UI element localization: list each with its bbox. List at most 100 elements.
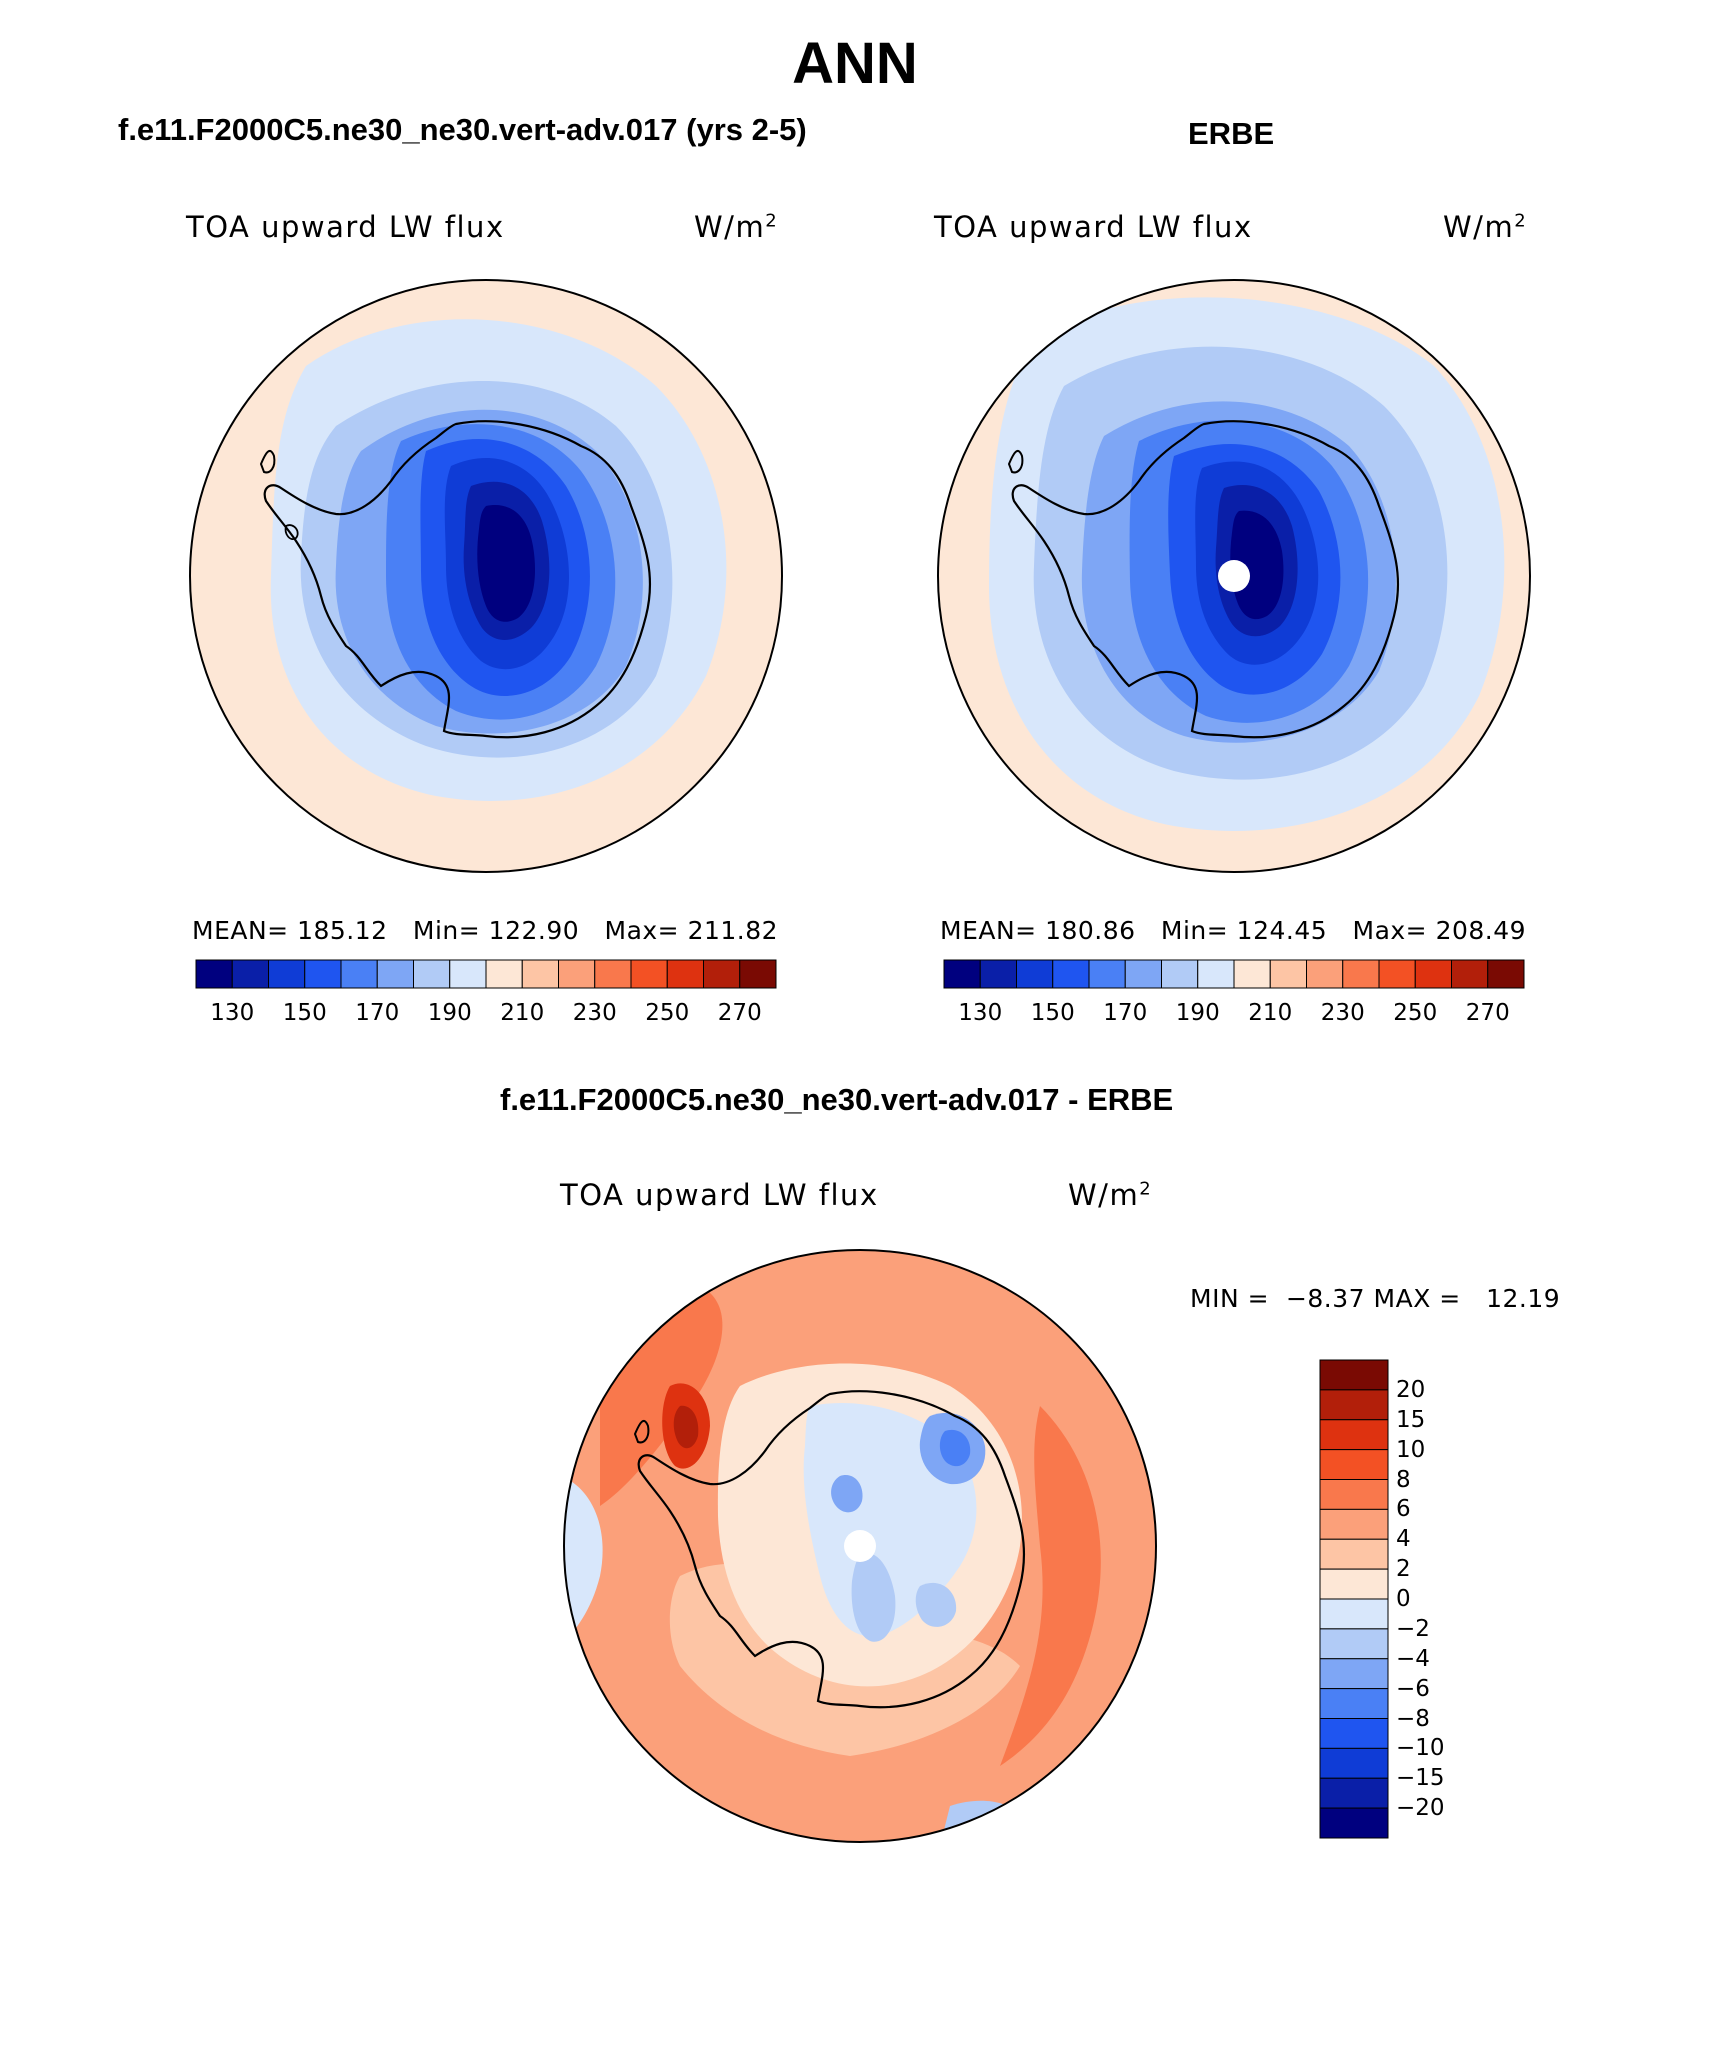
colorbar-swatch [943,959,981,989]
colorbar-tick-label: −6 [1396,1675,1430,1702]
model-polar-map [189,279,783,873]
difference-min-max: MIN = −8.37 MAX = 12.19 [1190,1284,1561,1313]
colorbar-tick-label: −15 [1396,1765,1445,1792]
colorbar-swatch [703,959,741,989]
model-units-label: W/m2 [694,210,779,244]
colorbar-swatch [1378,959,1416,989]
colorbar-tick-label: 150 [1030,1000,1075,1026]
pole-missing-data [844,1530,876,1562]
colorbar-tick-label: 2 [1396,1556,1411,1583]
obs-colorbar-ticks: 130 150 170 190 210 230 250 270 [942,1000,1526,1030]
colorbar-swatch [1414,959,1452,989]
colorbar-swatch [1319,1777,1389,1809]
colorbar-swatch [1319,1449,1389,1480]
colorbar-tick-label: −20 [1396,1795,1445,1822]
model-stats: MEAN= 185.12 Min= 122.90 Max= 211.82 [192,916,779,945]
colorbar-tick-label: 210 [1248,1000,1293,1026]
colorbar-swatch [1319,1419,1389,1451]
colorbar-tick-label: 230 [572,1000,617,1026]
obs-panel-title: ERBE [1188,116,1275,151]
colorbar-tick-label: 270 [1465,1000,1510,1026]
obs-polar-map [937,279,1531,873]
colorbar-swatch [1319,1688,1389,1719]
colorbar-swatch [521,959,559,989]
colorbar-tick-label: 230 [1320,1000,1365,1026]
colorbar-tick-label: 150 [282,1000,327,1026]
colorbar-swatch [979,959,1017,989]
colorbar-tick-label: 190 [427,1000,472,1026]
colorbar-swatch [666,959,704,989]
colorbar-swatch [1451,959,1489,989]
colorbar-swatch [1306,959,1344,989]
colorbar-swatch [485,959,523,989]
colorbar-tick-label: 20 [1396,1376,1426,1403]
colorbar-swatch [1052,959,1090,989]
colorbar-swatch [1269,959,1307,989]
colorbar-tick-label: −8 [1396,1705,1430,1732]
colorbar-tick-label: 170 [355,1000,400,1026]
colorbar-swatch [231,959,269,989]
colorbar-swatch [449,959,487,989]
peninsula-islands [259,449,276,474]
colorbar-swatch [304,959,342,989]
colorbar-swatch [1124,959,1162,989]
colorbar-swatch [1319,1718,1389,1749]
colorbar-tick-label: −2 [1396,1615,1430,1642]
difference-polar-map [563,1249,1157,1843]
colorbar-tick-label: −4 [1396,1645,1430,1672]
map-boundary [937,279,1531,873]
colorbar-swatch [1319,1508,1389,1540]
model-colorbar-ticks: 130 150 170 190 210 230 250 270 [194,1000,778,1030]
colorbar-swatch [1197,959,1235,989]
map-boundary [189,279,783,873]
colorbar-swatch [1319,1807,1389,1839]
colorbar-swatch [1088,959,1126,989]
island-outline [284,524,299,540]
colorbar-tick-label: 0 [1396,1586,1411,1612]
colorbar-swatch [1233,959,1271,989]
colorbar-swatch [1319,1538,1389,1570]
colorbar-tick-label: 15 [1396,1406,1426,1433]
colorbar-tick-label: 210 [500,1000,545,1026]
contour-band-130 [1230,510,1284,620]
colorbar-tick-label: 130 [958,1000,1003,1026]
antarctica-coastline [1011,420,1400,739]
colorbar-swatch [1319,1598,1389,1630]
antarctica-coastline [637,1390,1026,1709]
difference-panel-title: f.e11.F2000C5.ne30_ne30.vert-adv.017 - E… [500,1082,1174,1117]
colorbar-swatch [1319,1389,1389,1421]
colorbar-swatch [1319,1658,1389,1690]
obs-colorbar [943,959,1525,989]
colorbar-swatch [1161,959,1199,989]
colorbar-tick-label: 170 [1103,1000,1148,1026]
antarctica-coastline [263,420,652,739]
obs-stats: MEAN= 180.86 Min= 124.45 Max= 208.49 [940,916,1527,945]
obs-units-label: W/m2 [1443,210,1528,244]
model-colorbar [195,959,777,989]
colorbar-swatch [630,959,668,989]
colorbar-swatch [195,959,233,989]
map-boundary [563,1249,1157,1843]
contour-band-130 [477,505,536,622]
figure-title: ANN [792,31,918,96]
colorbar-tick-label: 250 [1393,1000,1438,1026]
colorbar-tick-label: 270 [717,1000,762,1026]
colorbar-swatch [340,959,378,989]
colorbar-tick-label: 130 [210,1000,255,1026]
colorbar-tick-label: 6 [1396,1496,1411,1523]
colorbar-swatch [1016,959,1054,989]
colorbar-swatch [413,959,451,989]
colorbar-swatch [1319,1479,1389,1510]
colorbar-tick-label: 8 [1396,1466,1411,1493]
colorbar-swatch [558,959,596,989]
obs-variable-label: TOA upward LW flux [934,210,1253,244]
colorbar-tick-label: 10 [1396,1436,1426,1463]
colorbar-swatch [1319,1568,1389,1600]
model-variable-label: TOA upward LW flux [186,210,505,244]
model-panel-title: f.e11.F2000C5.ne30_ne30.vert-adv.017 (yr… [118,112,807,147]
colorbar-swatch [1319,1628,1389,1660]
pole-missing-data [1218,560,1250,592]
colorbar-tick-label: 4 [1396,1526,1411,1553]
peninsula-islands [1007,449,1024,474]
colorbar-tick-label: 190 [1175,1000,1220,1026]
